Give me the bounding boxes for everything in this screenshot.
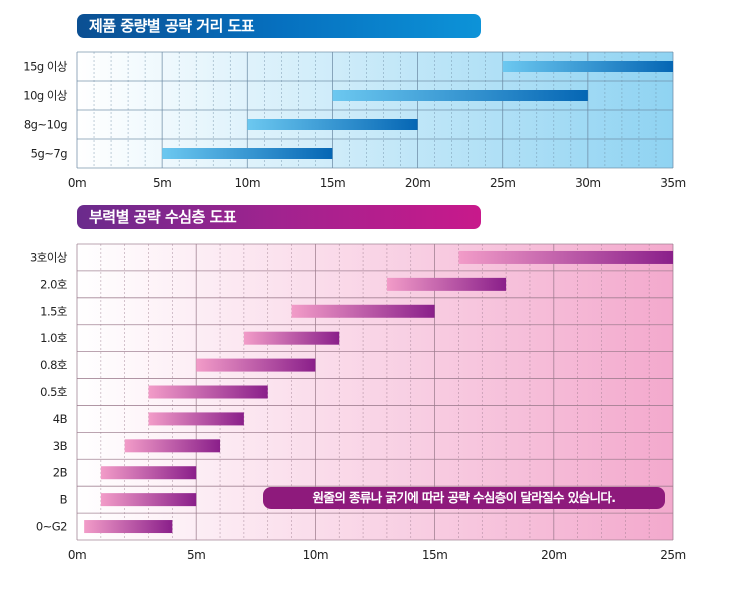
x-tick-label: 10m <box>303 548 328 562</box>
weight-distance-chart: 15g 이상 10g 이상 8g~10g 5g~7g 0m 5m 10m 15m 20m 25m 3… <box>23 51 686 190</box>
bar <box>386 277 507 291</box>
bar <box>84 520 173 534</box>
x-tick-label: 25m <box>660 548 685 562</box>
bar <box>247 119 418 130</box>
bar <box>100 493 197 507</box>
category-label: 3호이상 <box>30 250 68 264</box>
x-tick-label: 35m <box>660 176 685 190</box>
bar <box>196 358 316 372</box>
category-label: 0.5호 <box>40 385 67 399</box>
category-label: 0.8호 <box>40 358 67 372</box>
annotation-note: 원줄의 종류나 굵기에 따라 공략 수심층이 달라질수 있습니다. <box>263 487 665 509</box>
bar <box>100 466 197 480</box>
x-tick-label: 20m <box>405 176 430 190</box>
category-label: 3B <box>53 439 68 453</box>
bar <box>162 148 333 159</box>
category-label: 4B <box>53 412 68 426</box>
x-tick-label: 0m <box>68 548 86 562</box>
x-tick-label: 10m <box>235 176 260 190</box>
chart-title-weight-distance: 제품 중량별 공략 거리 도표 <box>77 14 481 38</box>
x-tick-label: 25m <box>490 176 515 190</box>
category-label: 2.0호 <box>40 277 67 291</box>
category-label: 0~G2 <box>36 520 67 534</box>
bar <box>458 250 673 264</box>
category-label: 2B <box>53 466 68 480</box>
x-tick-label: 15m <box>320 176 345 190</box>
x-tick-label: 20m <box>541 548 566 562</box>
category-label: 1.0호 <box>40 331 67 345</box>
bar <box>291 304 435 318</box>
category-label: 15g 이상 <box>23 60 68 74</box>
category-label: 10g 이상 <box>23 89 68 103</box>
category-label: B <box>60 493 68 507</box>
x-tick-label: 0m <box>68 176 86 190</box>
x-tick-label: 15m <box>422 548 447 562</box>
bar <box>243 331 340 345</box>
x-tick-label: 30m <box>575 176 600 190</box>
bar <box>332 90 588 101</box>
bar <box>502 61 673 72</box>
x-tick-label: 5m <box>153 176 171 190</box>
chart-title-buoyancy-depth: 부력별 공략 수심층 도표 <box>77 205 481 229</box>
bar <box>124 439 221 453</box>
category-label: 1.5호 <box>40 304 67 318</box>
bar <box>148 412 244 426</box>
bar <box>148 385 268 399</box>
category-label: 5g~7g <box>31 147 68 161</box>
x-tick-label: 5m <box>187 548 205 562</box>
category-label: 8g~10g <box>24 118 67 132</box>
